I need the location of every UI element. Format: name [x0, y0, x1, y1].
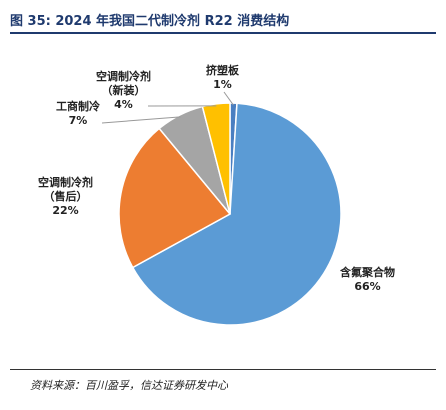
slice-value-label: 1%: [213, 78, 232, 91]
title-rule: [10, 32, 436, 34]
leader-line-extruded-board: [223, 91, 234, 106]
slice-name-line: 空调制冷剂: [96, 70, 151, 83]
slice-label-extruded-board: 挤塑板 1%: [206, 64, 239, 92]
slice-name-line: （新装）: [101, 84, 146, 97]
slice-value-label: 66%: [354, 280, 381, 293]
slice-ac-aftermarket: [118, 127, 232, 269]
slice-value-label: 4%: [114, 98, 133, 111]
slice-label-commercial-refrigeration: 工商制冷 7%: [56, 100, 100, 128]
slice-name-line: 空调制冷剂: [38, 176, 93, 189]
slice-label-ac-new-install: 空调制冷剂 （新装） 4%: [96, 70, 151, 112]
slice-label-ac-aftermarket: 空调制冷剂 （售后） 22%: [38, 176, 93, 218]
source-rule: [10, 369, 436, 370]
slice-label-fluoropolymer: 含氟聚合物 66%: [340, 266, 395, 294]
source-note: 资料来源：百川盈孚，信达证券研发中心: [30, 379, 228, 392]
slice-value-label: 7%: [68, 114, 88, 127]
leader-lines: [101, 91, 234, 124]
slice-value-label: 22%: [52, 204, 79, 217]
slice-ac-new-install: [201, 102, 231, 215]
slice-name-line: 挤塑板: [206, 64, 239, 77]
pie-chart: [101, 91, 342, 326]
pie-slices: [118, 102, 342, 326]
slice-name-line: 工商制冷: [56, 100, 100, 113]
slice-fluoropolymer: [131, 102, 342, 326]
slice-name-line: （售后）: [43, 190, 88, 203]
leader-line-commercial-refrigeration: [101, 116, 181, 124]
figure-title: 图 35: 2024 年我国二代制冷剂 R22 消费结构: [10, 14, 290, 29]
slice-name-line: 含氟聚合物: [340, 266, 395, 279]
